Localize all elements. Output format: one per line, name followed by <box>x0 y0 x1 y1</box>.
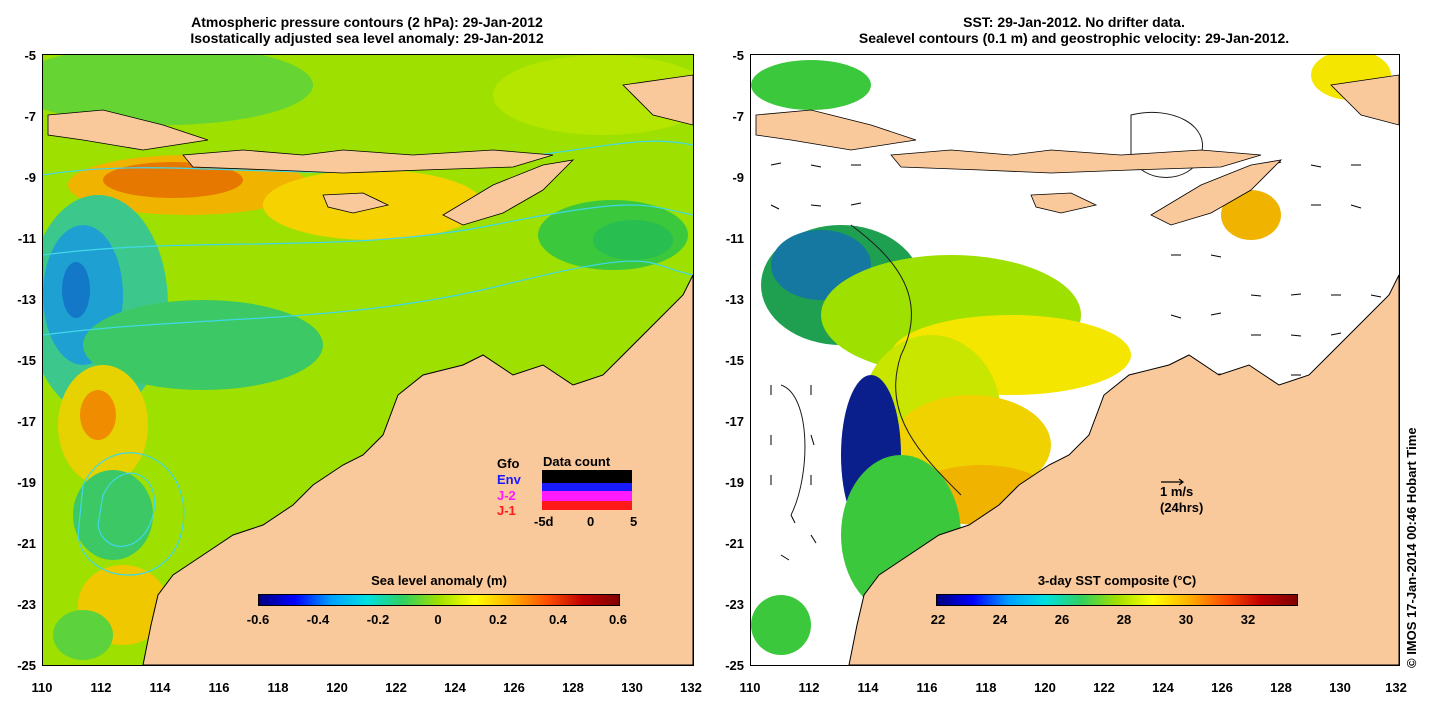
right-x-tick: 122 <box>1093 680 1115 695</box>
legend-tick-neg5: -5d <box>534 514 554 529</box>
sla-cb-tick: 0.4 <box>548 612 568 627</box>
left-y-tick: -13 <box>17 292 36 307</box>
right-x-tick: 132 <box>1385 680 1407 695</box>
left-x-tick: 112 <box>90 680 112 695</box>
island-bali-lombok <box>182 149 554 174</box>
sla-cb-tick: -0.4 <box>306 612 330 627</box>
right-y-tick: -19 <box>725 475 744 490</box>
sst-cb-tick: 26 <box>1054 612 1070 627</box>
legend-j1: J-1 <box>497 503 516 518</box>
left-y-tick: -17 <box>17 414 36 429</box>
left-y-tick: -15 <box>17 353 36 368</box>
left-title-line2: Isostatically adjusted sea level anomaly… <box>190 30 544 46</box>
left-y-tick: -23 <box>17 597 36 612</box>
legend-gfo: Gfo <box>497 456 520 471</box>
right-y-tick: -9 <box>732 170 744 185</box>
right-x-tick: 130 <box>1329 680 1351 695</box>
island-sumba <box>322 192 390 214</box>
right-x-tick: 126 <box>1211 680 1233 695</box>
right-y-tick: -15 <box>725 353 744 368</box>
left-y-tick: -11 <box>17 231 36 246</box>
left-x-tick: 118 <box>267 680 289 695</box>
left-x-tick: 130 <box>621 680 643 695</box>
left-x-tick: 116 <box>208 680 230 695</box>
right-x-tick: 118 <box>975 680 997 695</box>
left-title-line1: Atmospheric pressure contours (2 hPa): 2… <box>191 14 543 30</box>
copyright-text: © IMOS 17-Jan-2014 00:46 Hobart Time <box>1404 427 1419 668</box>
left-x-tick: 114 <box>149 680 171 695</box>
right-x-tick: 114 <box>857 680 879 695</box>
right-y-tick: -21 <box>725 536 744 551</box>
left-y-tick: -7 <box>24 109 36 124</box>
right-y-tick: -5 <box>732 48 744 63</box>
sla-cb-tick: -0.6 <box>246 612 270 627</box>
sst-cb-tick: 30 <box>1178 612 1194 627</box>
right-title-line2: Sealevel contours (0.1 m) and geostrophi… <box>858 30 1290 46</box>
left-y-tick: -19 <box>17 475 36 490</box>
sla-map-panel <box>42 54 694 666</box>
sst-map-panel <box>750 54 1400 666</box>
scale-arrow <box>1161 478 1184 486</box>
left-x-tick: 120 <box>326 680 348 695</box>
island-java <box>47 109 209 151</box>
left-x-tick: 128 <box>562 680 584 695</box>
sst-colorbar-title: 3-day SST composite (°C) <box>1037 573 1197 588</box>
sst-cb-tick: 28 <box>1116 612 1132 627</box>
right-title-line1: SST: 29-Jan-2012. No drifter data. <box>963 14 1185 30</box>
australia-land-sst <box>848 274 1399 665</box>
legend-tick-0: 0 <box>587 514 595 529</box>
left-y-tick: -21 <box>17 536 36 551</box>
sst-cb-tick: 32 <box>1240 612 1256 627</box>
right-y-tick: -11 <box>725 231 744 246</box>
legend-env: Env <box>497 472 521 487</box>
legend-tick-5: 5 <box>630 514 638 529</box>
left-x-tick: 132 <box>680 680 702 695</box>
sst-cb-tick: 22 <box>930 612 946 627</box>
sla-cb-tick: 0.6 <box>608 612 628 627</box>
left-x-tick: 126 <box>503 680 525 695</box>
right-x-tick: 110 <box>739 680 761 695</box>
left-y-tick: -25 <box>17 658 36 673</box>
left-x-tick: 110 <box>31 680 53 695</box>
sst-colorbar <box>936 594 1298 606</box>
right-y-tick: -23 <box>725 597 744 612</box>
sla-colorbar-title: Sea level anomaly (m) <box>371 573 507 588</box>
left-y-tick: -5 <box>24 48 36 63</box>
right-x-tick: 124 <box>1152 680 1174 695</box>
left-y-tick: -9 <box>24 170 36 185</box>
right-x-tick: 112 <box>798 680 820 695</box>
sla-colorbar <box>258 594 620 606</box>
right-y-tick: -7 <box>732 109 744 124</box>
scale-arrow-label: 1 m/s <box>1160 484 1194 499</box>
right-y-tick: -17 <box>725 414 744 429</box>
right-x-tick: 128 <box>1270 680 1292 695</box>
sla-cb-tick: -0.2 <box>366 612 390 627</box>
sla-cb-tick: 0.2 <box>488 612 508 627</box>
legend-j2: J-2 <box>497 488 516 503</box>
legend-header: Data count <box>543 454 611 469</box>
right-y-tick: -25 <box>725 658 744 673</box>
left-x-tick: 124 <box>444 680 466 695</box>
sla-cb-tick: 0 <box>434 612 442 627</box>
island-north <box>622 74 693 126</box>
island-timor <box>442 159 575 226</box>
australia-land <box>142 274 693 665</box>
scale-arrow-sublabel: (24hrs) <box>1160 500 1204 515</box>
sst-cb-tick: 24 <box>992 612 1008 627</box>
right-x-tick: 116 <box>916 680 938 695</box>
right-x-tick: 120 <box>1034 680 1056 695</box>
left-x-tick: 122 <box>385 680 407 695</box>
right-y-tick: -13 <box>725 292 744 307</box>
